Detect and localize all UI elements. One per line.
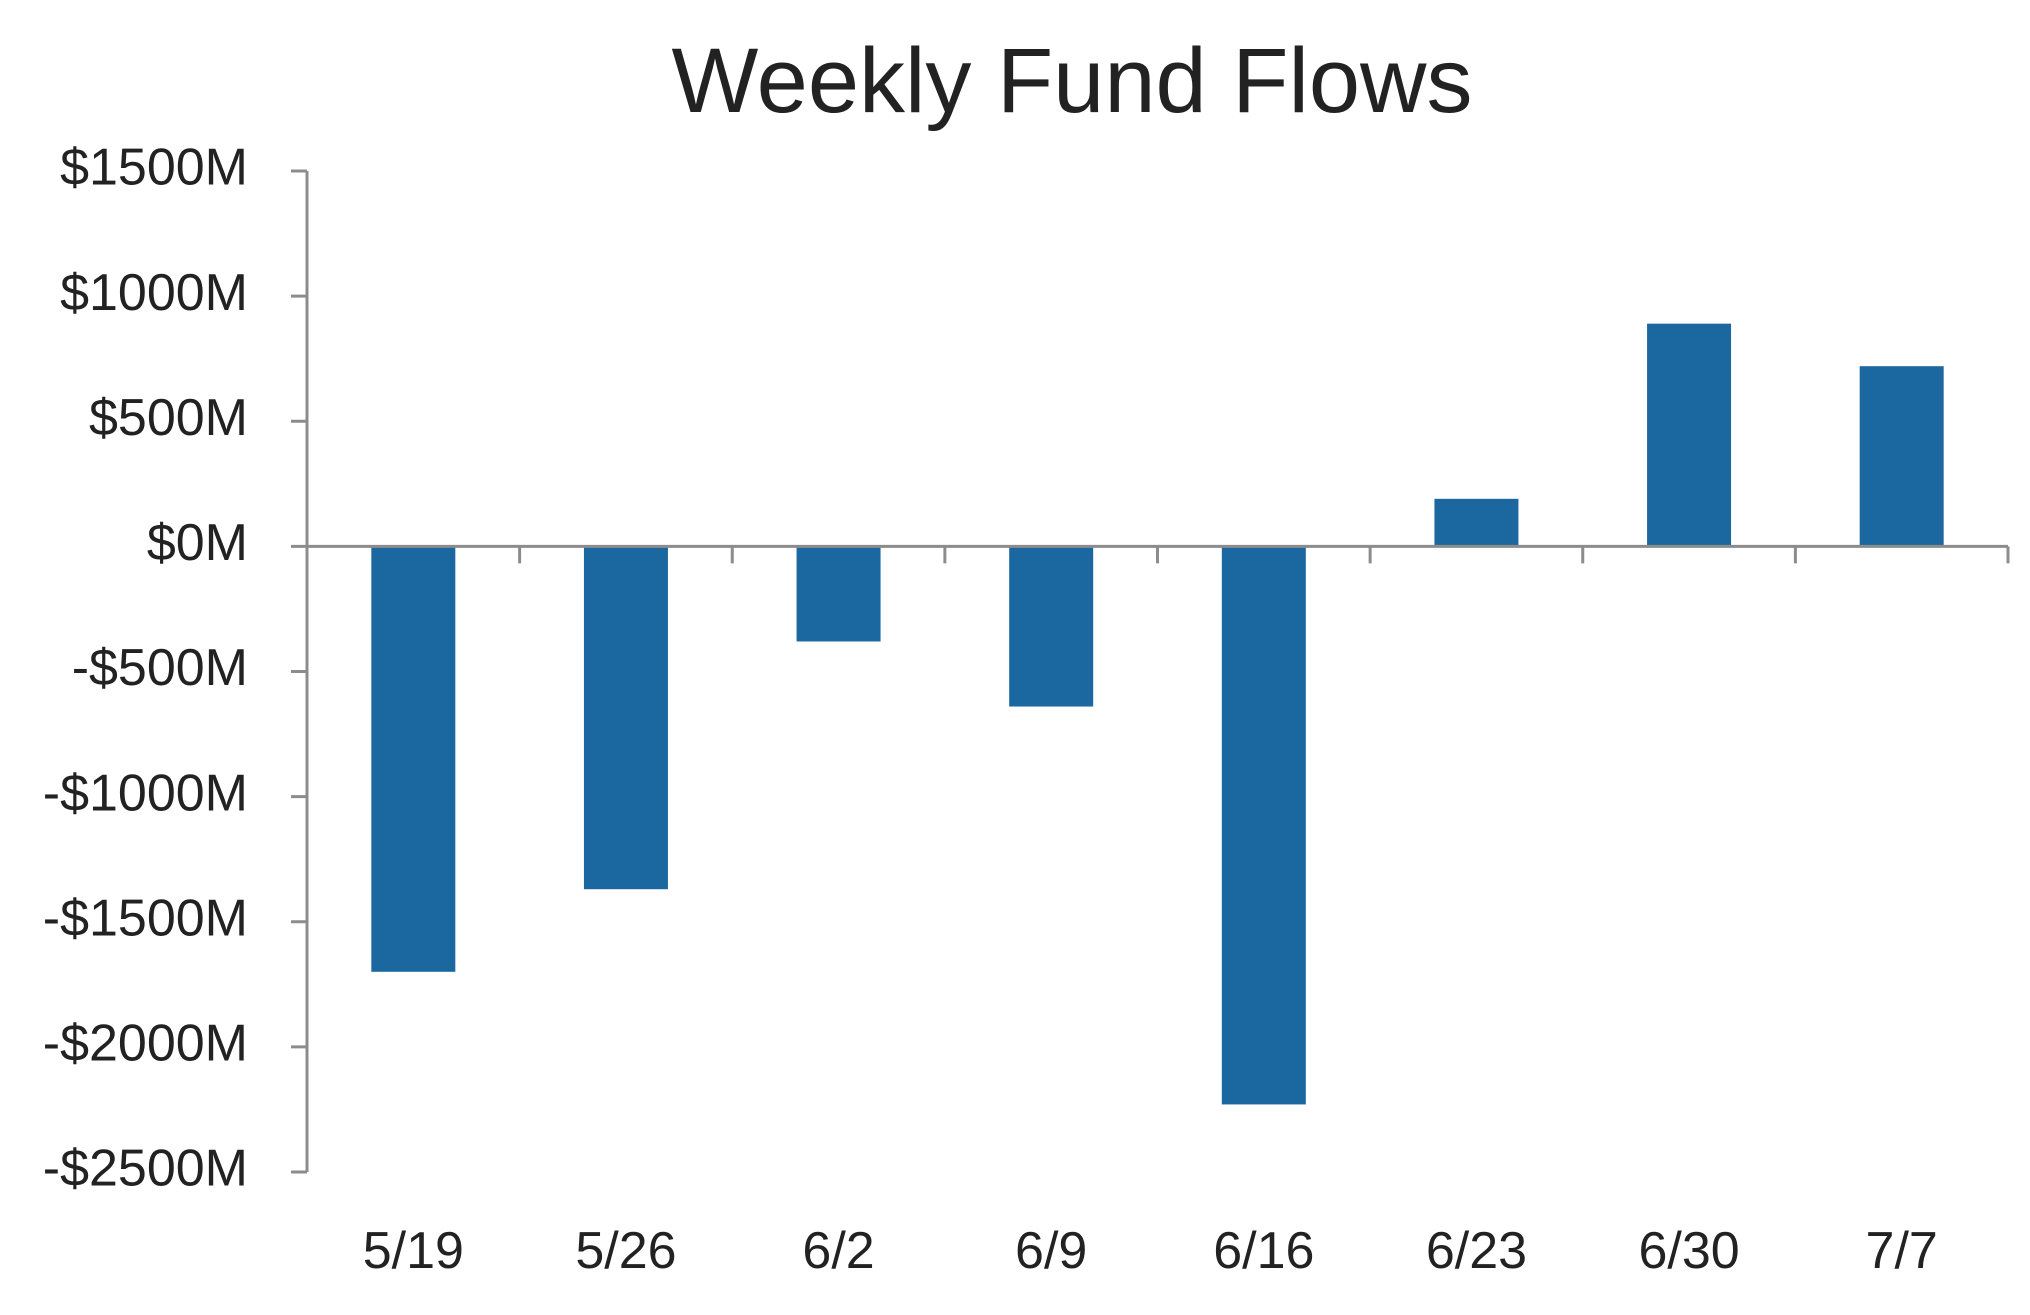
x-tick-label: 6/23 (1426, 1222, 1527, 1280)
y-tick-label: -$1000M (43, 764, 248, 822)
x-tick-label: 6/30 (1638, 1222, 1739, 1280)
bar (1221, 546, 1306, 1105)
y-tick-label: -$2500M (43, 1140, 248, 1198)
bar (1859, 366, 1944, 547)
y-tick-label: -$1500M (43, 889, 248, 947)
y-tick-label: $1000M (60, 264, 248, 322)
x-tick-label: 6/16 (1213, 1222, 1314, 1280)
y-tick-label: -$500M (72, 639, 248, 697)
x-tick-label: 5/26 (575, 1222, 676, 1280)
bar (1434, 498, 1519, 547)
bar (1009, 546, 1094, 707)
y-tick-label: -$2000M (43, 1015, 248, 1073)
x-tick-label: 6/9 (1015, 1222, 1087, 1280)
bars (371, 323, 1944, 1105)
x-tick-label: 6/2 (802, 1222, 874, 1280)
x-tick-label: 5/19 (363, 1222, 464, 1280)
bar (796, 546, 881, 642)
y-tick-label: $1500M (60, 139, 248, 197)
y-tick-label: $0M (147, 514, 248, 572)
bar (371, 546, 456, 972)
y-tick-label: $500M (89, 389, 248, 447)
x-tick-label: 7/7 (1866, 1222, 1938, 1280)
bar (583, 546, 668, 890)
x-axis: 5/19 5/26 6/2 6/9 6/16 6/23 6/30 7/7 (305, 544, 2010, 1280)
chart-title: Weekly Fund Flows (671, 30, 1472, 132)
bar (1647, 323, 1732, 547)
y-axis: $1500M $1000M $500M $0M -$500M -$1000M -$1500M… (43, 139, 309, 1198)
